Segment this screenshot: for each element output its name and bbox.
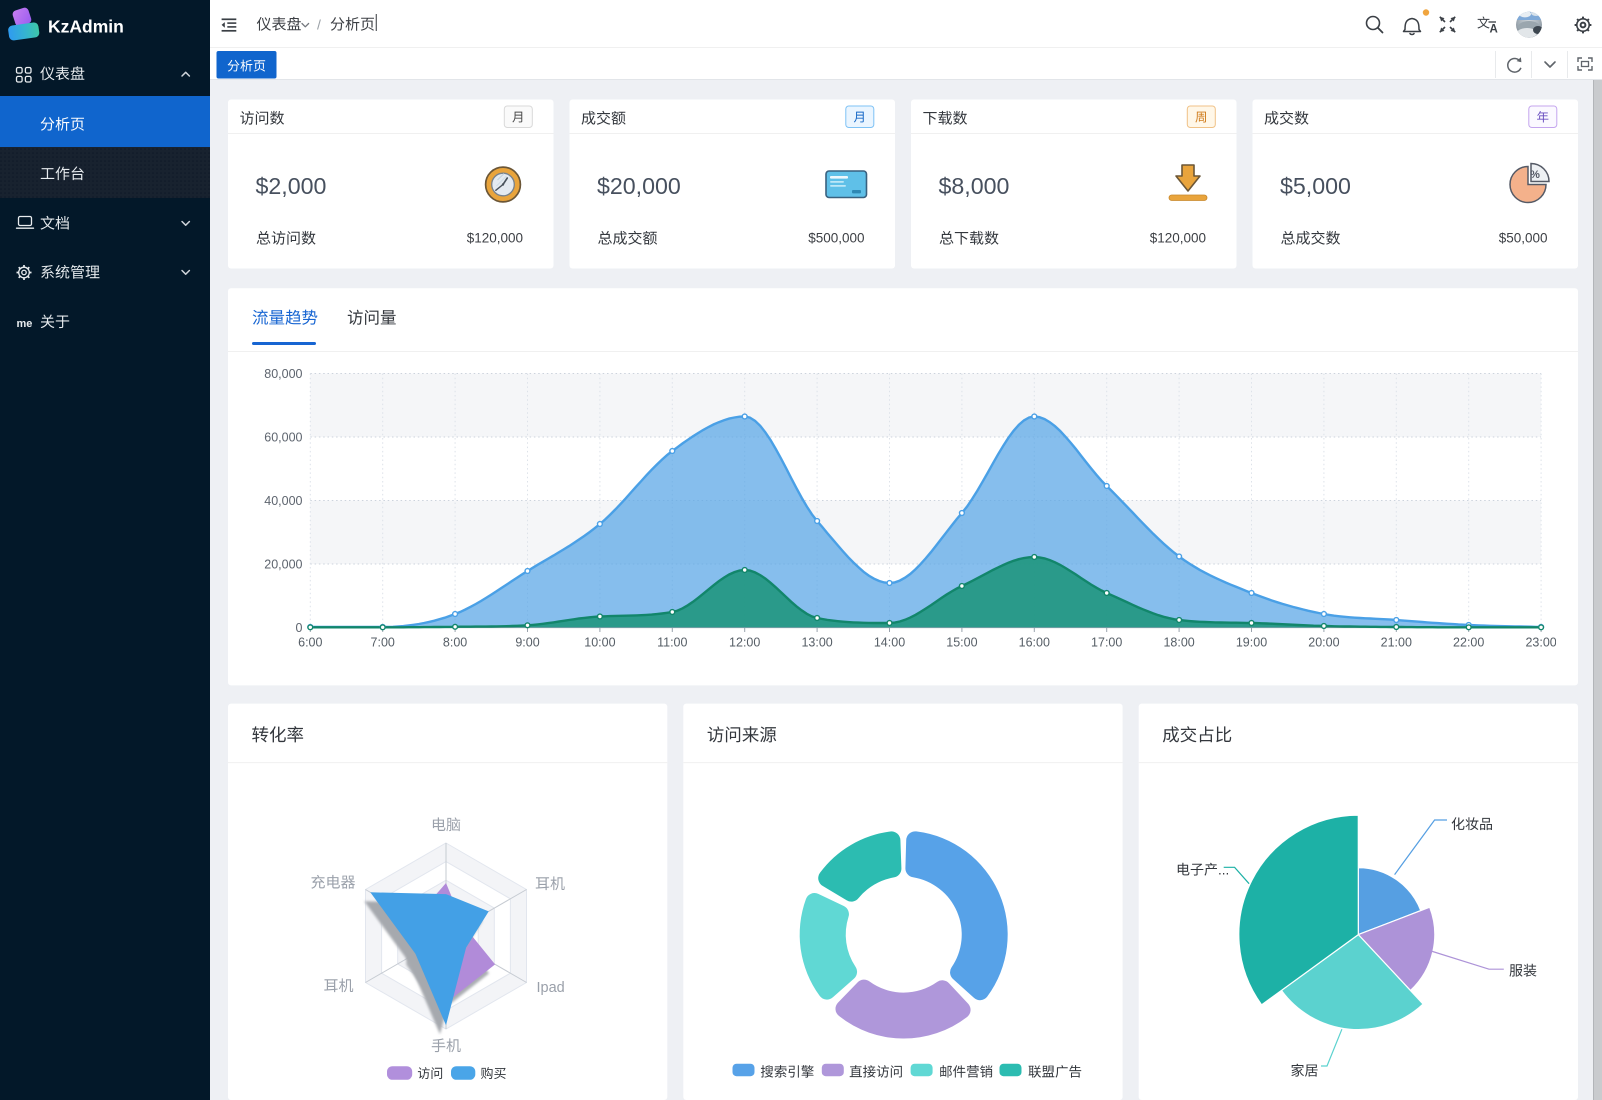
- svg-text:60,000: 60,000: [264, 431, 302, 445]
- svg-text:17:00: 17:00: [1091, 636, 1122, 650]
- svg-text:8:00: 8:00: [443, 636, 467, 650]
- svg-text:19:00: 19:00: [1236, 636, 1267, 650]
- svg-text:80,000: 80,000: [264, 367, 302, 381]
- svg-text:$120,000: $120,000: [1150, 231, 1206, 246]
- svg-text:20:00: 20:00: [1308, 636, 1339, 650]
- svg-text:6:00: 6:00: [298, 636, 322, 650]
- svg-text:A: A: [1490, 24, 1498, 36]
- svg-text:$120,000: $120,000: [467, 231, 523, 246]
- svg-text:$50,000: $50,000: [1499, 231, 1548, 246]
- svg-text:$20,000: $20,000: [597, 173, 681, 199]
- svg-text:22:00: 22:00: [1453, 636, 1484, 650]
- svg-text:KzAdmin: KzAdmin: [48, 17, 124, 37]
- svg-text:%: %: [1530, 169, 1540, 181]
- svg-text:/: /: [317, 17, 321, 33]
- svg-text:14:00: 14:00: [874, 636, 905, 650]
- svg-text:21:00: 21:00: [1381, 636, 1412, 650]
- svg-text:Ipad: Ipad: [537, 980, 565, 996]
- svg-text:20,000: 20,000: [264, 558, 302, 572]
- svg-text:12:00: 12:00: [729, 636, 760, 650]
- svg-text:$500,000: $500,000: [808, 231, 864, 246]
- svg-text:$5,000: $5,000: [1280, 173, 1351, 199]
- svg-text:me: me: [17, 318, 33, 330]
- svg-text:13:00: 13:00: [801, 636, 832, 650]
- svg-text:7:00: 7:00: [371, 636, 395, 650]
- svg-text:16:00: 16:00: [1019, 636, 1050, 650]
- svg-text:$8,000: $8,000: [939, 173, 1010, 199]
- svg-text:18:00: 18:00: [1163, 636, 1194, 650]
- svg-text:$2,000: $2,000: [256, 173, 327, 199]
- svg-text:...: ...: [1218, 863, 1229, 878]
- svg-text:10:00: 10:00: [584, 636, 615, 650]
- svg-text:9:00: 9:00: [515, 636, 539, 650]
- svg-text:11:00: 11:00: [657, 636, 687, 650]
- svg-text:23:00: 23:00: [1525, 636, 1556, 650]
- svg-text:15:00: 15:00: [946, 636, 977, 650]
- svg-text:0: 0: [296, 621, 303, 635]
- svg-text:40,000: 40,000: [264, 494, 302, 508]
